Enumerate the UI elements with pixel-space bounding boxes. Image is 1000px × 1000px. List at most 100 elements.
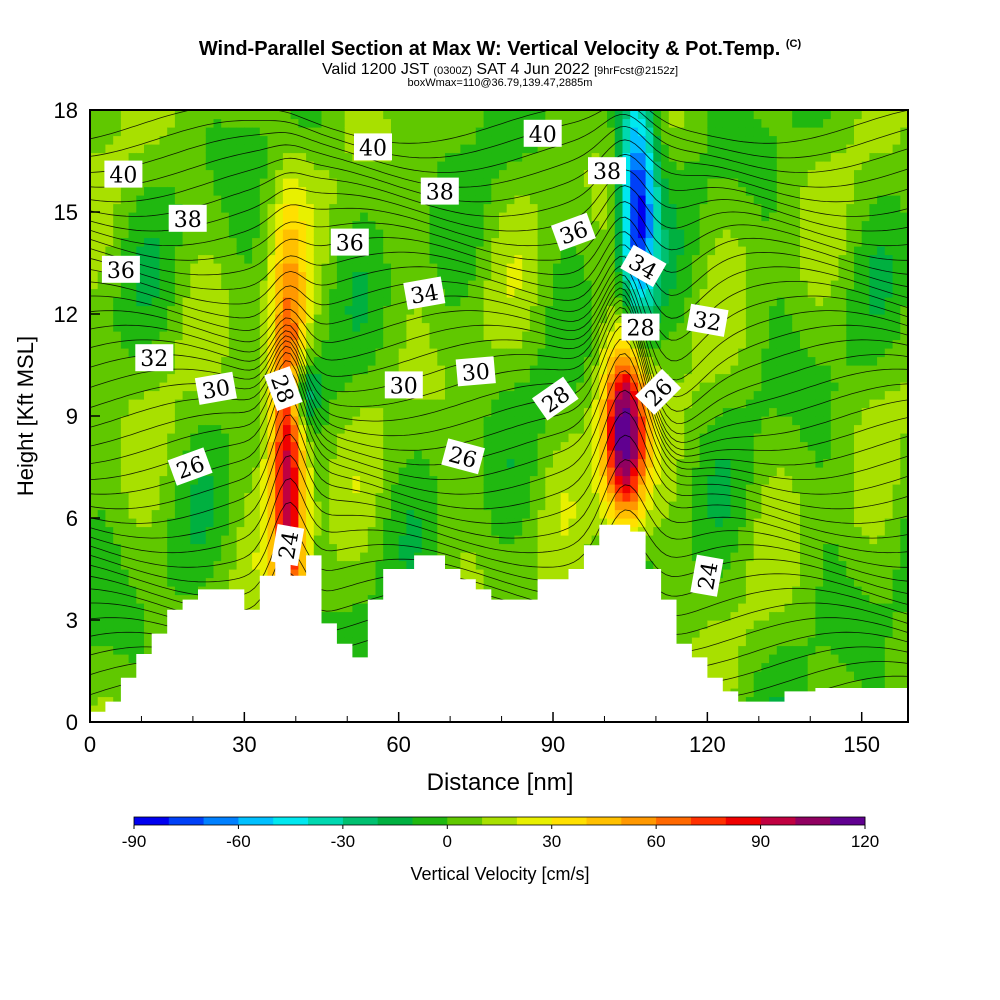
- velocity-cell: [174, 254, 184, 264]
- velocity-cell: [329, 390, 338, 400]
- velocity-cell: [576, 467, 585, 477]
- velocity-cell: [529, 254, 539, 264]
- velocity-cell: [329, 305, 338, 315]
- velocity-cell: [607, 203, 616, 213]
- velocity-cell: [159, 305, 168, 315]
- velocity-cell: [560, 535, 569, 545]
- velocity-cell: [221, 169, 230, 179]
- velocity-cell: [151, 135, 160, 145]
- velocity-cell: [537, 203, 546, 213]
- velocity-cell: [529, 203, 539, 213]
- velocity-cell: [128, 195, 137, 205]
- velocity-cell: [228, 229, 238, 239]
- velocity-cell: [375, 390, 384, 400]
- velocity-cell: [367, 586, 377, 596]
- velocity-cell: [228, 169, 238, 179]
- velocity-cell: [151, 118, 160, 128]
- velocity-cell: [522, 552, 531, 562]
- velocity-cell: [468, 297, 477, 307]
- velocity-cell: [576, 560, 585, 570]
- velocity-cell: [398, 407, 407, 417]
- velocity-cell: [90, 220, 99, 230]
- velocity-cell: [113, 229, 122, 239]
- velocity-cell: [90, 288, 99, 298]
- velocity-cell: [468, 339, 477, 349]
- velocity-cell: [252, 195, 261, 205]
- velocity-cell: [367, 110, 377, 120]
- velocity-cell: [244, 161, 253, 171]
- velocity-cell: [252, 603, 261, 613]
- velocity-cell: [344, 288, 353, 298]
- velocity-cell: [105, 407, 114, 417]
- velocity-cell: [499, 246, 508, 256]
- velocity-cell: [159, 407, 168, 417]
- velocity-cell: [491, 569, 500, 579]
- velocity-cell: [545, 169, 554, 179]
- velocity-cell: [445, 467, 454, 477]
- velocity-cell: [475, 577, 485, 587]
- velocity-cell: [97, 577, 106, 587]
- velocity-cell: [313, 297, 323, 307]
- velocity-cell: [252, 297, 261, 307]
- velocity-cell: [391, 288, 400, 298]
- velocity-cell: [522, 331, 531, 341]
- velocity-cell: [205, 288, 215, 298]
- velocity-cell: [120, 212, 130, 222]
- velocity-cell: [182, 535, 191, 545]
- velocity-cell: [336, 543, 346, 553]
- velocity-cell: [406, 560, 415, 570]
- velocity-cell: [105, 433, 114, 443]
- velocity-cell: [336, 628, 346, 638]
- velocity-cell: [452, 467, 461, 477]
- velocity-cell: [113, 654, 122, 664]
- velocity-cell: [545, 178, 554, 188]
- velocity-cell: [306, 475, 315, 485]
- velocity-cell: [105, 365, 114, 375]
- velocity-cell: [151, 373, 160, 383]
- velocity-cell: [221, 246, 230, 256]
- velocity-cell: [491, 458, 500, 468]
- velocity-cell: [553, 314, 562, 324]
- velocity-cell: [190, 169, 199, 179]
- velocity-cell: [398, 237, 407, 247]
- velocity-cell: [259, 399, 269, 409]
- velocity-cell: [360, 594, 369, 604]
- velocity-cell: [113, 135, 122, 145]
- velocity-cell: [267, 348, 276, 358]
- valid-date: SAT 4 Jun 2022: [476, 61, 590, 78]
- velocity-cell: [190, 535, 199, 545]
- velocity-cell: [529, 416, 539, 426]
- velocity-cell: [228, 365, 238, 375]
- velocity-cell: [167, 169, 176, 179]
- velocity-cell: [491, 186, 500, 196]
- velocity-cell: [313, 314, 323, 324]
- velocity-cell: [483, 382, 492, 392]
- velocity-cell: [120, 399, 130, 409]
- velocity-cell: [360, 212, 369, 222]
- velocity-cell: [198, 543, 207, 553]
- velocity-cell: [97, 178, 106, 188]
- velocity-cell: [167, 569, 176, 579]
- velocity-cell: [90, 569, 99, 579]
- velocity-cell: [468, 144, 477, 154]
- velocity-cell: [468, 229, 477, 239]
- velocity-cell: [599, 475, 608, 485]
- velocity-cell: [336, 526, 346, 536]
- velocity-cell: [120, 492, 130, 502]
- velocity-cell: [545, 569, 554, 579]
- velocity-cell: [144, 535, 153, 545]
- velocity-cell: [522, 441, 531, 451]
- velocity-cell: [607, 254, 616, 264]
- velocity-cell: [475, 382, 485, 392]
- velocity-cell: [136, 535, 145, 545]
- velocity-cell: [391, 348, 400, 358]
- velocity-cell: [97, 688, 106, 698]
- velocity-cell: [553, 526, 562, 536]
- velocity-cell: [460, 348, 469, 358]
- velocity-cell: [244, 458, 253, 468]
- velocity-cell: [576, 161, 585, 171]
- velocity-cell: [460, 152, 469, 162]
- velocity-cell: [445, 382, 454, 392]
- velocity-cell: [198, 161, 207, 171]
- velocity-cell: [460, 127, 469, 137]
